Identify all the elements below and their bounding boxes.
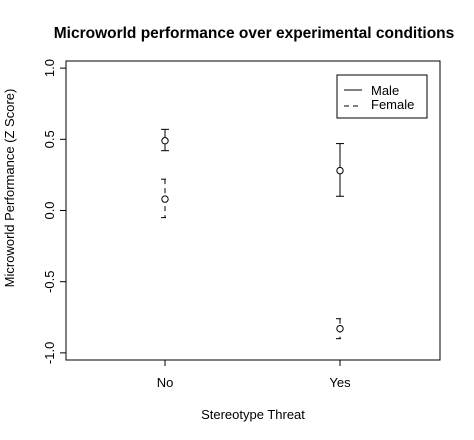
y-axis-label: Microworld Performance (Z Score) <box>2 89 17 288</box>
point-female <box>161 195 169 203</box>
point-bg <box>336 167 344 174</box>
point-bg <box>161 195 169 203</box>
legend-box <box>336 74 428 119</box>
y-axis: -1.0 -0.5 0.0 0.5 1.0 <box>42 59 67 364</box>
x-axis-label: Stereotype Threat <box>201 407 305 422</box>
point-male <box>336 166 344 175</box>
point-bg <box>336 325 344 332</box>
data-marks <box>161 128 344 340</box>
y-tick-label: -1.0 <box>42 342 57 364</box>
y-tick-label: 0.5 <box>42 130 57 148</box>
point-female <box>336 324 344 333</box>
x-axis: No Yes <box>157 359 351 390</box>
x-tick-label: No <box>157 375 174 390</box>
legend-label-male: Male <box>371 83 399 98</box>
y-tick-label: -0.5 <box>42 270 57 292</box>
point-male <box>161 137 169 145</box>
chart-title: Microworld performance over experimental… <box>54 25 455 42</box>
x-tick-label: Yes <box>329 375 351 390</box>
y-tick-label: 1.0 <box>42 59 57 77</box>
y-tick-label: 0.0 <box>42 201 57 219</box>
point-bg <box>161 137 169 144</box>
legend-label-female: Female <box>371 97 414 112</box>
legend: Male Female <box>336 74 428 119</box>
